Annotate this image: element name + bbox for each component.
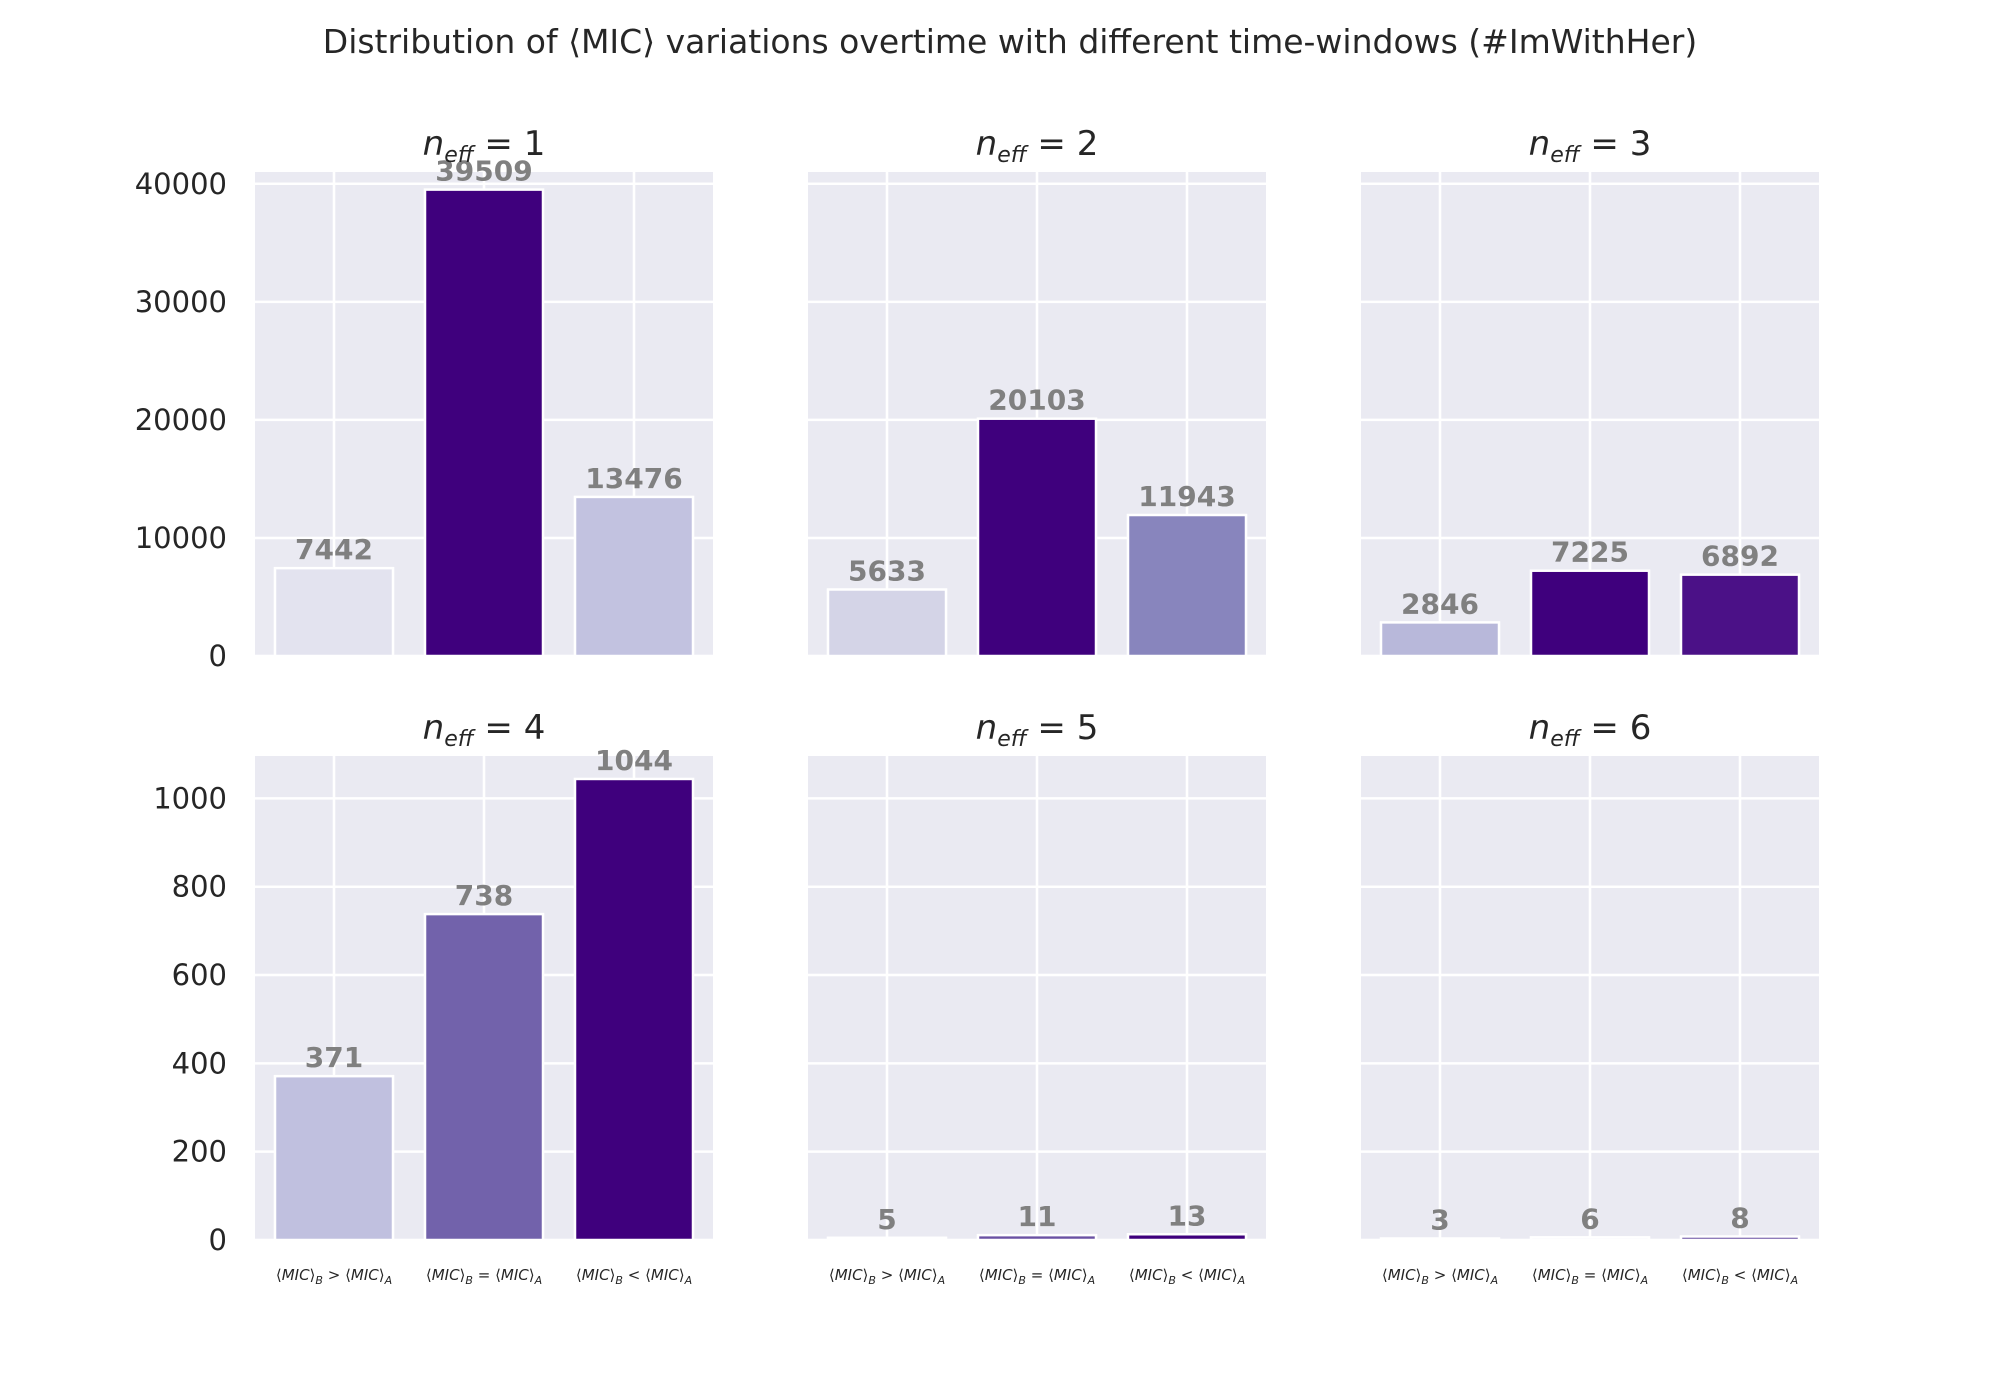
y-tick-label: 0: [209, 1223, 227, 1257]
data-label: 2846: [1401, 587, 1479, 620]
bar: [1379, 621, 1501, 658]
bar: [273, 1074, 395, 1242]
x-tick-label: ⟨MIC⟩B < ⟨MIC⟩A: [1129, 1266, 1245, 1287]
bar: [1379, 1237, 1501, 1242]
panel-4: 0 200 400 600 800 1000 371 738 1044 neff = 4 ⟨MIC⟩…: [153, 708, 713, 1287]
x-tick-label: ⟨MIC⟩B = ⟨MIC⟩A: [979, 1266, 1095, 1287]
data-label: 39509: [435, 155, 532, 188]
y-tick-label: 20000: [135, 403, 227, 437]
data-label: 3: [1430, 1204, 1449, 1237]
data-label: 738: [455, 879, 513, 912]
panel-title: neff = 2: [976, 124, 1099, 168]
y-tick-label: 10000: [135, 521, 227, 555]
y-tick-label: 1000: [153, 781, 227, 815]
bar: [976, 417, 1098, 658]
bar: [423, 912, 545, 1242]
y-tick-label: 40000: [135, 167, 227, 201]
chart-title: Distribution of ⟨MIC⟩ variations overtim…: [323, 22, 1697, 61]
data-label: 11: [1018, 1200, 1057, 1233]
x-tick-label: ⟨MIC⟩B = ⟨MIC⟩A: [1532, 1266, 1648, 1287]
data-label: 6: [1580, 1202, 1599, 1235]
data-label: 13476: [585, 462, 682, 495]
y-tick-label: 800: [172, 870, 227, 904]
x-tick-label: ⟨MIC⟩B < ⟨MIC⟩A: [1682, 1266, 1798, 1287]
panel-title: neff = 4: [423, 708, 546, 752]
x-tick-label: ⟨MIC⟩B > ⟨MIC⟩A: [829, 1266, 945, 1287]
bar: [1679, 573, 1801, 658]
y-tick-label: 200: [172, 1135, 227, 1169]
bar: [826, 1236, 948, 1242]
panel-title: neff = 5: [976, 708, 1099, 752]
bar: [573, 777, 695, 1242]
x-tick-label: ⟨MIC⟩B > ⟨MIC⟩A: [276, 1266, 392, 1287]
bar: [976, 1233, 1098, 1242]
y-tick-label: 30000: [135, 285, 227, 319]
panel-2: 5633 20103 11943 neff = 2: [808, 124, 1266, 658]
x-tick-label: ⟨MIC⟩B = ⟨MIC⟩A: [426, 1266, 542, 1287]
panel-5: 5 11 13 neff = 5 ⟨MIC⟩B > ⟨MIC⟩A ⟨MIC⟩B = ⟨MI…: [808, 708, 1266, 1287]
panel-1: 0 10000 20000 30000 40000 7442 39509 13476 neff …: [135, 124, 713, 673]
y-tick-label: 0: [209, 639, 227, 673]
data-label: 371: [305, 1041, 363, 1074]
bar: [826, 588, 948, 658]
x-tick-label: ⟨MIC⟩B > ⟨MIC⟩A: [1382, 1266, 1498, 1287]
data-label: 7442: [295, 533, 373, 566]
bar: [1126, 513, 1248, 658]
data-label: 20103: [988, 384, 1085, 417]
panel-title: neff = 1: [423, 124, 546, 168]
data-label: 6892: [1701, 540, 1779, 573]
data-label: 13: [1168, 1199, 1207, 1232]
bar: [1679, 1235, 1801, 1242]
bar: [273, 566, 395, 658]
bar: [1529, 1236, 1651, 1242]
bar: [1126, 1233, 1248, 1242]
bar: [423, 188, 545, 658]
panel-title: neff = 6: [1529, 708, 1652, 752]
y-tick-label: 400: [172, 1046, 227, 1080]
panel-title: neff = 3: [1529, 124, 1652, 168]
data-label: 8: [1730, 1201, 1749, 1234]
bar: [573, 495, 695, 658]
y-tick-label: 600: [172, 958, 227, 992]
data-label: 7225: [1551, 536, 1629, 569]
panel-3: 2846 7225 6892 neff = 3: [1361, 124, 1819, 658]
data-label: 5633: [848, 555, 926, 588]
data-label: 1044: [595, 744, 673, 777]
data-label: 5: [877, 1203, 896, 1236]
panels-group: 01000020000300004000074423950913476neff …: [135, 124, 1819, 1287]
data-label: 11943: [1138, 480, 1235, 513]
panel-6: 3 6 8 neff = 6 ⟨MIC⟩B > ⟨MIC⟩A ⟨MIC⟩B = ⟨MIC⟩…: [1361, 708, 1819, 1287]
bar: [1529, 569, 1651, 658]
x-tick-label: ⟨MIC⟩B < ⟨MIC⟩A: [576, 1266, 692, 1287]
